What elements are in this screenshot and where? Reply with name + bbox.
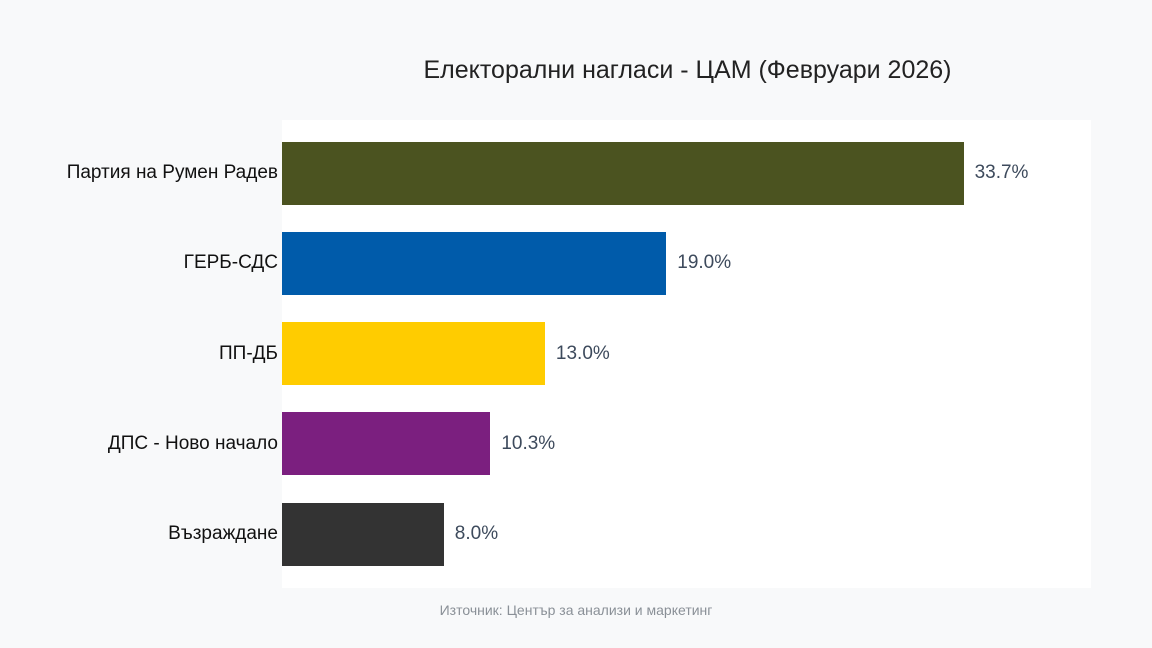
value-label: 33.7% xyxy=(974,162,1029,183)
value-label: 8.0% xyxy=(454,523,499,544)
category-label: ПП-ДБ xyxy=(219,342,278,364)
bar xyxy=(282,502,444,566)
category-label: Възраждане xyxy=(168,523,278,544)
value-label: 19.0% xyxy=(677,252,732,274)
bar xyxy=(282,322,545,385)
category-label: Партия на Румен Радев xyxy=(66,162,278,183)
bar xyxy=(282,412,491,476)
value-label: 13.0% xyxy=(555,342,610,364)
bar xyxy=(282,141,964,205)
category-label: ГЕРБ-СДС xyxy=(183,252,278,274)
bar xyxy=(282,231,667,295)
value-label: 10.3% xyxy=(501,432,556,454)
source-note: Източник: Център за анализи и маркетинг xyxy=(439,602,713,618)
category-label: ДПС - Ново начало xyxy=(107,432,278,454)
chart-title: Електорални нагласи - ЦАМ (Февруари 2026… xyxy=(423,56,952,84)
